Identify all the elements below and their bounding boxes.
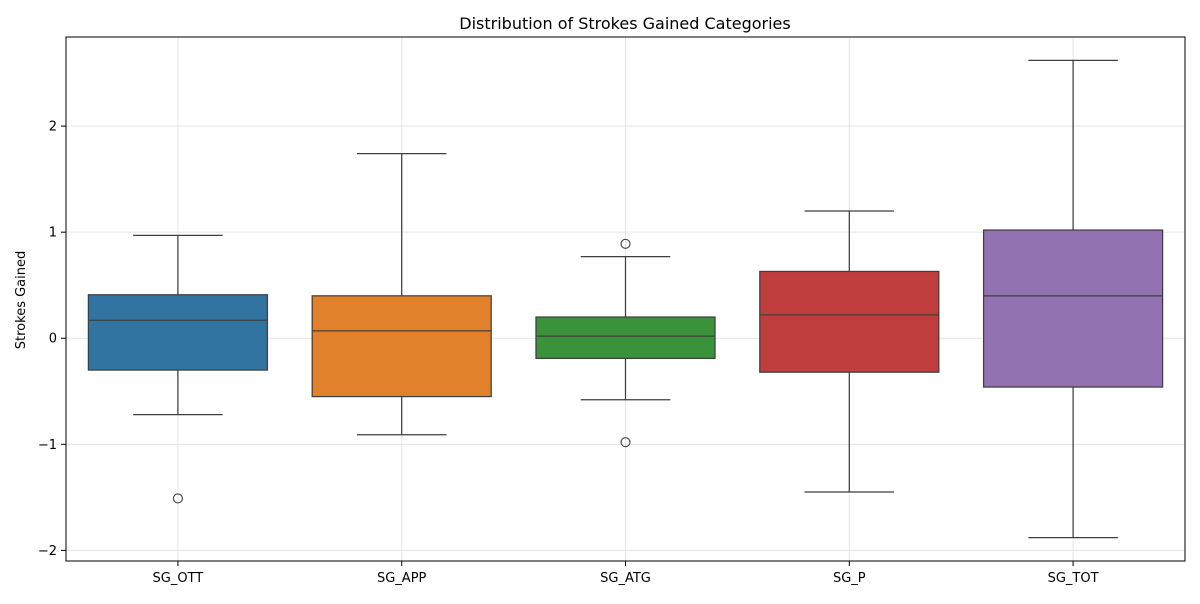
iqr-box — [311, 295, 492, 398]
chart-title: Distribution of Strokes Gained Categorie… — [459, 14, 790, 33]
y-tick-label: −1 — [38, 438, 57, 453]
tick-layer: −2 −1 0 1 2 SG_OTT SG_APP SG_ATG SG_P SG_TOT — [38, 120, 1099, 586]
y-tick-label: −2 — [38, 544, 57, 559]
box-layer — [87, 59, 1164, 539]
iqr-box — [87, 294, 269, 371]
iqr-box — [535, 316, 716, 360]
x-tick-label: SG_TOT — [1048, 571, 1099, 586]
outlier-point — [620, 238, 631, 249]
box-sg-p — [759, 210, 940, 493]
x-tick-label: SG_ATG — [600, 571, 651, 586]
y-tick-label: 2 — [49, 120, 57, 135]
y-axis-label: Strokes Gained — [14, 251, 29, 349]
x-tick-label: SG_APP — [377, 571, 427, 586]
box-sg-ott — [87, 234, 269, 504]
box-sg-tot — [982, 59, 1164, 539]
x-tick-label: SG_P — [833, 571, 866, 586]
iqr-box — [982, 229, 1164, 388]
y-tick-label: 1 — [49, 226, 57, 241]
y-tick-label: 0 — [49, 332, 57, 347]
box-sg-app — [311, 153, 492, 436]
box-sg-atg — [535, 238, 716, 448]
x-tick-label: SG_OTT — [153, 571, 204, 586]
outlier-point — [172, 493, 183, 504]
outlier-point — [620, 437, 631, 448]
iqr-box — [759, 270, 940, 373]
